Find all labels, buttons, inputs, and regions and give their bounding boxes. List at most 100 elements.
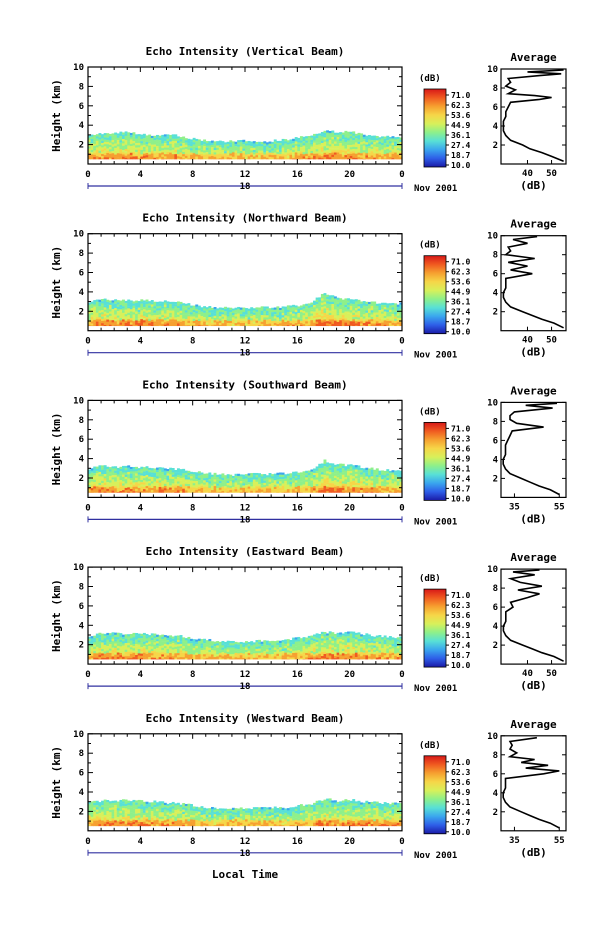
echo-cell (297, 306, 301, 309)
echo-cell (286, 316, 290, 319)
echo-cell (119, 138, 123, 141)
echo-cell (182, 309, 186, 313)
echo-cell (271, 157, 275, 160)
echo-cell (362, 320, 366, 324)
echo-cell (190, 491, 193, 493)
echo-cell (318, 466, 322, 469)
echo-cell (137, 138, 141, 141)
echo-cell (119, 315, 123, 319)
echo-cell (315, 136, 319, 139)
echo-cell (326, 484, 330, 487)
echo-cell (161, 489, 165, 492)
echo-cell (224, 317, 227, 321)
echo-cell (250, 479, 254, 483)
echo-cell (239, 489, 243, 493)
echo-cell (127, 636, 131, 639)
echo-cell (116, 153, 120, 156)
echo-cell (323, 472, 327, 476)
echo-cell (169, 644, 173, 647)
echo-cell (179, 315, 183, 318)
echo-cell (276, 323, 280, 327)
echo-cell (294, 480, 298, 483)
echo-cell (95, 486, 99, 489)
echo-cell (187, 473, 191, 476)
echo-cell (103, 305, 107, 308)
echo-cell (381, 145, 384, 148)
echo-cell (247, 158, 251, 160)
echo-cell (286, 489, 290, 492)
echo-cell (273, 486, 277, 490)
echo-cell (122, 636, 125, 640)
echo-cell (150, 637, 154, 641)
echo-cell (365, 467, 369, 471)
echo-cell (286, 155, 290, 159)
echo-cell (153, 477, 157, 480)
echo-cell (184, 470, 188, 474)
echo-cell (205, 152, 209, 155)
echo-cell (158, 655, 162, 658)
echo-cell (93, 488, 97, 491)
echo-cell (286, 473, 290, 477)
echo-cell (229, 144, 233, 148)
echo-cell (153, 301, 157, 305)
echo-cell (129, 139, 133, 142)
echo-cell (150, 311, 154, 314)
date-label: 18 (240, 182, 251, 192)
echo-cell (135, 318, 139, 321)
echo-cell (98, 144, 102, 147)
echo-cell (289, 141, 293, 144)
echo-cell (383, 309, 387, 312)
echo-cell (320, 309, 324, 312)
echo-cell (127, 478, 131, 481)
echo-cell (224, 483, 227, 487)
echo-cell (357, 472, 361, 475)
echo-cell (197, 156, 201, 160)
echo-cell (103, 144, 107, 147)
echo-cell (122, 647, 125, 651)
echo-cell (265, 477, 269, 480)
echo-cell (271, 491, 275, 493)
echo-cell (153, 640, 157, 643)
echo-cell (231, 321, 235, 325)
echo-cell (210, 490, 214, 493)
echo-cell (137, 651, 141, 654)
echo-cell (158, 153, 162, 156)
echo-cell (132, 134, 136, 137)
echo-cell (362, 136, 366, 140)
echo-cell (142, 654, 146, 658)
echo-cell (184, 642, 188, 645)
echo-cell (234, 486, 238, 490)
echo-cell (226, 318, 230, 321)
echo-cell (336, 472, 340, 476)
echo-cell (242, 483, 246, 486)
colorbar-tick-label: 18.7 (451, 484, 470, 493)
echo-cell (111, 306, 115, 310)
echo-cell (197, 154, 201, 158)
echo-cell (148, 639, 152, 642)
echo-cell (187, 641, 191, 644)
echo-cell (150, 657, 154, 660)
echo-cell (305, 488, 309, 491)
echo-cell (391, 147, 395, 150)
echo-cell (166, 147, 170, 150)
echo-cell (184, 483, 188, 487)
echo-cell (161, 638, 165, 642)
echo-cell (247, 154, 251, 157)
echo-cell (195, 652, 199, 656)
echo-cell (142, 480, 146, 483)
echo-cell (187, 143, 191, 146)
echo-cell (391, 324, 395, 327)
echo-cell (255, 486, 259, 489)
echo-cell (307, 485, 311, 489)
echo-cell (119, 311, 123, 314)
echo-cell (318, 470, 322, 473)
echo-cell (150, 315, 154, 318)
echo-cell (200, 324, 204, 327)
echo-cell (218, 648, 222, 651)
echo-cell (252, 481, 256, 485)
echo-cell (336, 145, 340, 149)
echo-cell (294, 309, 298, 313)
echo-cell (101, 491, 104, 493)
echo-cell (360, 142, 364, 145)
echo-cell (103, 476, 107, 479)
